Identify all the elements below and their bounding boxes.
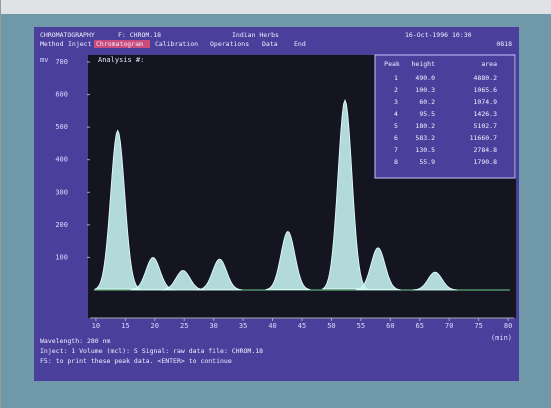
table-cell: 5102.7: [474, 122, 498, 130]
frame-left: [0, 0, 1, 408]
table-cell: 8: [394, 158, 398, 166]
y-tick-label: 100: [55, 253, 68, 261]
menu-item[interactable]: Calibration: [155, 40, 198, 48]
y-tick-label: 300: [55, 188, 68, 196]
y-tick-label: 200: [55, 221, 68, 229]
x-tick-label: 50: [327, 322, 335, 330]
x-unit: (min): [491, 334, 512, 342]
x-tick-label: 25: [180, 322, 188, 330]
x-tick-label: 45: [298, 322, 306, 330]
menu-item[interactable]: Operations: [210, 40, 249, 48]
table-cell: 2784.8: [474, 146, 498, 154]
table-cell: 60.2: [419, 98, 435, 106]
table-cell: 6: [394, 134, 398, 142]
table-cell: 1074.9: [474, 98, 498, 106]
y-tick-label: 600: [55, 91, 68, 99]
page: {"header": {"app": "CHROMATOGRAPHY", "fi…: [0, 0, 551, 408]
x-tick-label: 30: [209, 322, 217, 330]
table-cell: 180.2: [415, 122, 435, 130]
menu-item[interactable]: End: [294, 40, 306, 48]
table-cell: 3: [394, 98, 398, 106]
menu-item[interactable]: Chromatogram: [96, 40, 143, 48]
table-cell: 5: [394, 122, 398, 130]
table-cell: 11660.7: [470, 134, 497, 142]
screen-photo: CHROMATOGRAPHY F: CHROM.18 Indian Herbs …: [0, 0, 551, 408]
table-cell: 1426.3: [474, 110, 498, 118]
x-tick-label: 15: [121, 322, 129, 330]
x-tick-label: 65: [416, 322, 424, 330]
table-cell: 55.9: [419, 158, 435, 166]
y-tick-label: 400: [55, 156, 68, 164]
x-tick-label: 20: [151, 322, 159, 330]
app-name: CHROMATOGRAPHY: [40, 31, 95, 39]
x-tick-label: 75: [474, 322, 482, 330]
table-cell: 7: [394, 146, 398, 154]
y-tick-label: 500: [55, 123, 68, 131]
menu-item[interactable]: Data: [262, 40, 278, 48]
x-tick-label: 40: [268, 322, 276, 330]
table-cell: 1065.6: [474, 86, 498, 94]
x-tick-label: 55: [357, 322, 365, 330]
title: Indian Herbs: [232, 31, 279, 39]
x-tick-label: 10: [92, 322, 100, 330]
x-tick-label: 35: [239, 322, 247, 330]
menu-item[interactable]: Inject: [68, 40, 92, 48]
x-tick-label: 70: [445, 322, 453, 330]
table-cell: 4: [394, 110, 398, 118]
x-tick-label: 80: [504, 322, 512, 330]
file-name: F: CHROM.18: [118, 31, 161, 39]
y-unit: mv: [40, 56, 48, 64]
table-header: area: [481, 60, 497, 68]
footer-line: F5: to print these peak data. <ENTER> to…: [40, 357, 232, 365]
table-cell: 100.3: [415, 86, 435, 94]
footer-line: Inject: 1 Volume (mcl): 5 Signal: raw da…: [40, 347, 263, 355]
annotation: Analysis #:: [98, 56, 144, 64]
table-header: Peak: [384, 60, 400, 68]
table-cell: 95.5: [419, 110, 435, 118]
menu-item[interactable]: Method: [40, 40, 64, 48]
table-header: height: [412, 60, 436, 68]
footer-line: Wavelength: 280 nm: [40, 337, 111, 345]
page-no: 0818: [496, 40, 512, 48]
y-tick-label: 700: [55, 58, 68, 66]
table-cell: 490.0: [415, 74, 435, 82]
table-cell: 130.5: [415, 146, 435, 154]
table-cell: 2: [394, 86, 398, 94]
table-cell: 583.2: [415, 134, 435, 142]
table-cell: 1: [394, 74, 398, 82]
menu-bar: Method Inject Chromatogram Calibration Opera…: [40, 40, 306, 48]
table-cell: 4880.2: [474, 74, 498, 82]
x-tick-label: 60: [386, 322, 394, 330]
table-cell: 1790.8: [474, 158, 498, 166]
frame-top: [0, 0, 551, 14]
date: 16-Oct-1996 10:30: [405, 31, 472, 39]
